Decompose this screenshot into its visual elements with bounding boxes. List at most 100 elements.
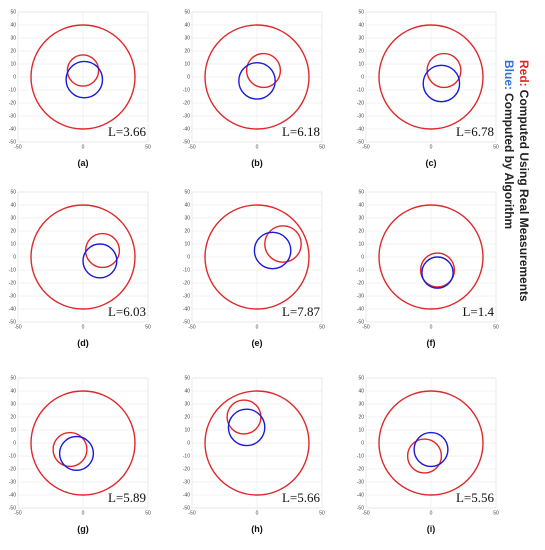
circle — [238, 62, 276, 100]
circle — [378, 24, 484, 130]
circle — [52, 431, 88, 468]
panel-label: (c) — [426, 158, 437, 168]
y-tick-label: 10 — [358, 427, 364, 433]
circle — [422, 64, 461, 103]
y-tick-label: 10 — [10, 241, 16, 247]
y-tick-label: -40 — [9, 126, 16, 132]
y-tick-label: 20 — [10, 228, 16, 234]
panel-label: (i) — [427, 524, 436, 534]
x-tick-label: 50 — [319, 144, 325, 150]
y-tick-label: -30 — [9, 113, 16, 119]
y-tick-label: 30 — [358, 401, 364, 407]
x-tick-label: -50 — [362, 144, 369, 150]
circle — [227, 408, 266, 447]
y-tick-label: -30 — [183, 293, 190, 299]
y-tick-label: 30 — [184, 35, 190, 41]
y-tick-label: -50 — [9, 505, 16, 511]
legend-name: Red: — [517, 60, 531, 87]
annotation: L=7.87 — [282, 304, 321, 319]
y-tick-label: -50 — [183, 505, 190, 511]
y-tick-label: -20 — [357, 100, 364, 106]
y-tick-label: 20 — [358, 48, 364, 54]
y-tick-label: 10 — [358, 61, 364, 67]
y-tick-label: 30 — [184, 401, 190, 407]
y-tick-label: -40 — [183, 306, 190, 312]
y-tick-label: -20 — [9, 466, 16, 472]
x-tick-label: 0 — [256, 324, 259, 330]
y-tick-label: 10 — [184, 61, 190, 67]
x-tick-label: -50 — [362, 324, 369, 330]
legend-text: Computed Using Real Measurements — [517, 90, 531, 302]
x-tick-label: 50 — [319, 324, 325, 330]
y-tick-label: 50 — [184, 375, 190, 381]
y-tick-label: 0 — [361, 440, 364, 446]
x-tick-label: 50 — [319, 510, 325, 516]
panel-label: (h) — [251, 524, 263, 534]
y-tick-label: 10 — [184, 427, 190, 433]
y-tick-label: 0 — [187, 440, 190, 446]
x-tick-label: -50 — [188, 144, 195, 150]
y-tick-label: 20 — [358, 414, 364, 420]
y-tick-label: 40 — [184, 22, 190, 28]
y-tick-label: -20 — [9, 280, 16, 286]
y-tick-label: -30 — [357, 293, 364, 299]
y-tick-label: 10 — [10, 61, 16, 67]
y-tick-label: -30 — [357, 479, 364, 485]
x-tick-label: 0 — [430, 144, 433, 150]
y-tick-label: 40 — [10, 388, 16, 394]
legend-entry: Blue: Computed by Algorithm — [502, 60, 516, 229]
y-tick-label: 40 — [358, 202, 364, 208]
circle — [204, 390, 310, 496]
circle — [30, 24, 136, 130]
annotation: L=5.56 — [456, 490, 495, 505]
circle — [264, 225, 302, 263]
y-tick-label: -40 — [183, 492, 190, 498]
circle — [421, 256, 454, 289]
y-tick-label: 0 — [13, 440, 16, 446]
y-tick-label: -30 — [357, 113, 364, 119]
legend-name: Blue: — [502, 60, 516, 90]
x-tick-label: 50 — [145, 324, 151, 330]
y-tick-label: 20 — [184, 414, 190, 420]
y-tick-label: 20 — [10, 414, 16, 420]
panel: -50 -40 -30 -20 -10 0 10 20 30 40 50 -50 0 50 L=6.18 (b… — [183, 9, 325, 168]
circle — [204, 24, 310, 130]
circle — [413, 431, 449, 468]
x-tick-label: -50 — [14, 324, 21, 330]
panel: -50 -40 -30 -20 -10 0 10 20 30 40 50 -50 0 50 L=7.87 (e… — [183, 189, 325, 348]
annotation: L=6.18 — [282, 124, 320, 139]
y-tick-label: -10 — [357, 453, 364, 459]
y-tick-label: 30 — [358, 35, 364, 41]
circle — [204, 204, 310, 310]
y-tick-label: 0 — [361, 254, 364, 260]
y-tick-label: -10 — [183, 87, 190, 93]
y-tick-label: -30 — [183, 479, 190, 485]
panel: -50 -40 -30 -20 -10 0 10 20 30 40 50 -50 0 50 L=5.89 (g… — [9, 375, 151, 534]
y-tick-label: -20 — [357, 466, 364, 472]
y-tick-label: 50 — [10, 9, 16, 15]
y-tick-label: 10 — [358, 241, 364, 247]
annotation: L=5.89 — [108, 490, 146, 505]
y-tick-label: 50 — [10, 375, 16, 381]
y-tick-label: 40 — [10, 202, 16, 208]
y-tick-label: -50 — [9, 319, 16, 325]
circle — [58, 435, 95, 471]
x-tick-label: 50 — [145, 144, 151, 150]
circle — [406, 438, 443, 474]
y-tick-label: 50 — [184, 189, 190, 195]
y-tick-label: 30 — [184, 215, 190, 221]
y-tick-label: 20 — [184, 228, 190, 234]
y-tick-label: -40 — [357, 306, 364, 312]
x-tick-label: -50 — [188, 324, 195, 330]
y-tick-label: 0 — [187, 74, 190, 80]
y-tick-label: -10 — [183, 267, 190, 273]
y-tick-label: 30 — [10, 215, 16, 221]
y-tick-label: -40 — [357, 492, 364, 498]
y-tick-label: 0 — [13, 74, 16, 80]
circle — [419, 252, 456, 288]
circle — [378, 390, 484, 496]
y-tick-label: -20 — [183, 466, 190, 472]
y-tick-label: -10 — [9, 267, 16, 273]
x-tick-label: 50 — [145, 510, 151, 516]
